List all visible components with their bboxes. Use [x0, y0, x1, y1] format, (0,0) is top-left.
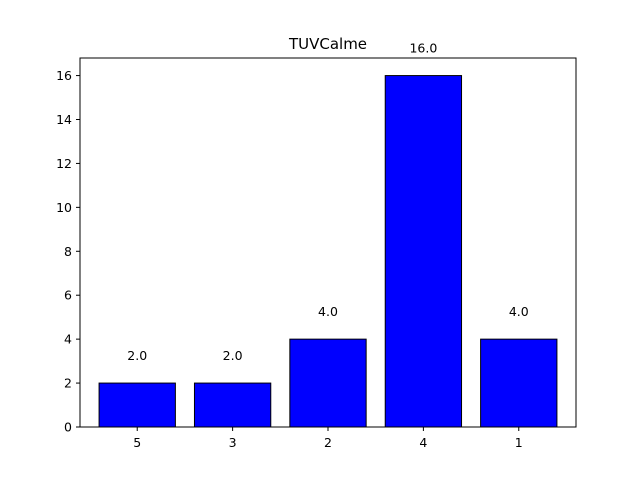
y-tick-label: 2	[64, 376, 72, 391]
bar-2	[289, 338, 367, 428]
y-tick-label: 14	[56, 112, 72, 127]
x-tick-label: 5	[133, 435, 141, 450]
chart-title: TUVCalme	[288, 35, 367, 53]
bars-layer	[98, 75, 558, 428]
y-tick-label: 16	[56, 68, 72, 83]
x-axis: 5 3 2 4 1	[133, 427, 523, 450]
y-tick-label: 4	[64, 332, 72, 347]
bar-4	[384, 75, 463, 428]
plot-frame	[79, 57, 577, 428]
x-tick-label: 4	[419, 435, 427, 450]
y-tick-label: 10	[56, 200, 72, 215]
bar-5	[98, 382, 176, 428]
y-tick-label: 0	[64, 420, 72, 435]
y-tick-label: 6	[64, 288, 72, 303]
x-tick-label: 3	[229, 435, 237, 450]
bar-3	[193, 382, 272, 428]
data-label-1: 4.0	[509, 304, 529, 319]
data-labels-layer: 2.0 2.0 4.0 16.0 4.0	[127, 41, 528, 364]
data-label-4: 16.0	[409, 41, 437, 56]
data-label-3: 2.0	[223, 348, 243, 363]
x-tick-label: 1	[515, 435, 523, 450]
bar-1	[480, 338, 558, 428]
x-tick-label: 2	[324, 435, 332, 450]
data-label-5: 2.0	[127, 348, 147, 363]
y-tick-label: 8	[64, 244, 72, 259]
data-label-2: 4.0	[318, 304, 338, 319]
y-tick-label: 12	[56, 156, 72, 171]
y-axis: 0 2 4 6 8 10 12 14 16	[56, 68, 80, 435]
